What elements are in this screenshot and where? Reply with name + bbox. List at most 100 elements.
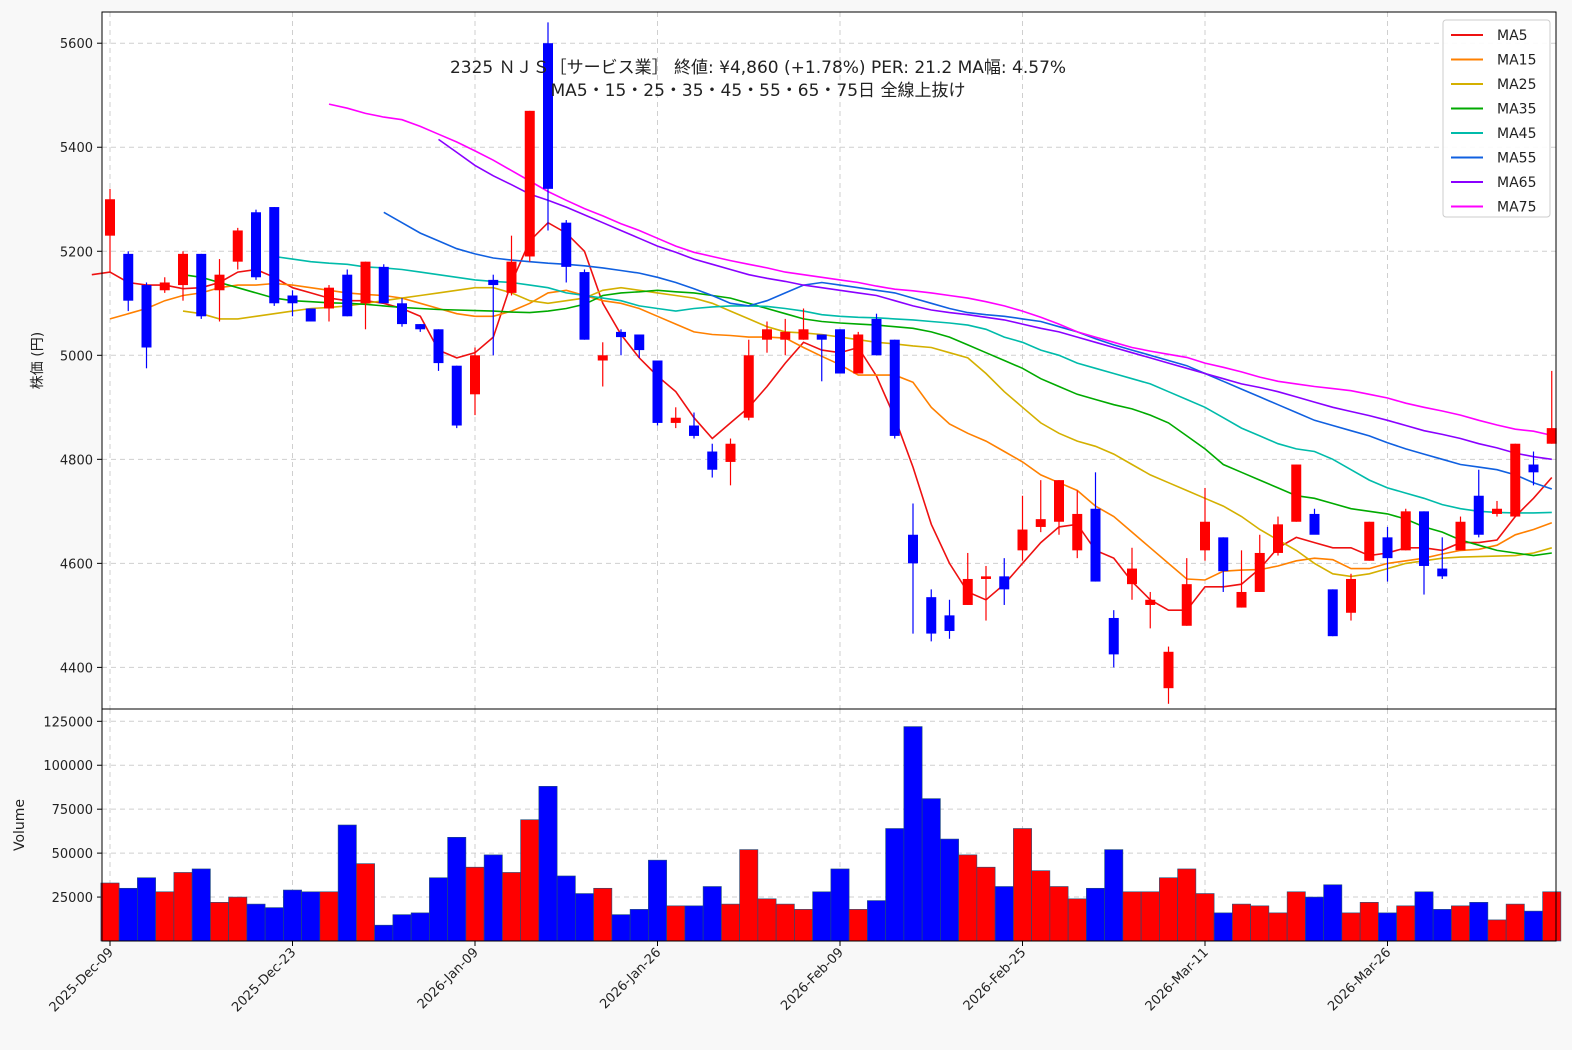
candle-body xyxy=(835,329,845,374)
candle xyxy=(835,329,845,374)
volume-tick-label: 75000 xyxy=(52,803,93,818)
candle-body xyxy=(543,43,553,189)
volume-bar xyxy=(1232,903,1251,942)
volume-bar xyxy=(210,902,229,942)
candle xyxy=(1437,537,1448,579)
volume-bar xyxy=(319,891,339,942)
candle-body xyxy=(798,329,809,340)
volume-bar xyxy=(575,893,594,942)
candle-body xyxy=(1127,568,1137,585)
volume-bar xyxy=(1323,884,1343,942)
ma-line-ma55 xyxy=(383,211,1553,490)
volume-bar xyxy=(118,887,138,942)
candle-body xyxy=(1035,519,1046,527)
candle-body xyxy=(707,451,718,470)
price-tick-label: 5600 xyxy=(60,37,93,52)
legend-label-ma25: MA25 xyxy=(1497,77,1536,93)
candle-body xyxy=(1546,428,1557,444)
candle xyxy=(1072,490,1083,559)
candle xyxy=(305,308,316,322)
candle-body xyxy=(743,355,754,418)
volume-bar xyxy=(794,909,813,942)
candle-body xyxy=(1309,513,1320,535)
volume-bar xyxy=(1031,870,1051,942)
candle-body xyxy=(524,110,535,257)
candle-body xyxy=(999,576,1010,590)
candle xyxy=(1346,573,1356,621)
candle xyxy=(926,589,937,642)
volume-bar xyxy=(1378,912,1397,942)
candle-body xyxy=(1218,537,1229,572)
volume-bar xyxy=(1524,910,1543,942)
candle-body xyxy=(1072,513,1083,551)
volume-bar xyxy=(1414,891,1434,942)
candle-body xyxy=(1327,589,1338,637)
candle-body xyxy=(196,253,207,317)
candle-body xyxy=(1455,521,1466,551)
candle-body xyxy=(816,334,827,340)
candle xyxy=(178,251,188,301)
candle-body xyxy=(214,274,225,291)
candle xyxy=(251,209,261,280)
candle-body xyxy=(1254,552,1265,592)
volume-bar xyxy=(1268,912,1288,942)
candle-body xyxy=(360,261,371,304)
volume-bar xyxy=(1542,891,1562,942)
candle xyxy=(798,308,809,340)
candle-body xyxy=(1200,521,1210,551)
candle xyxy=(1236,550,1247,608)
candle xyxy=(324,285,334,322)
candle xyxy=(1455,516,1466,551)
candle xyxy=(1364,521,1375,561)
candle xyxy=(1035,480,1046,533)
candlesticks xyxy=(105,22,1557,704)
candle-body xyxy=(1473,495,1484,535)
volume-bar xyxy=(976,866,996,942)
candle xyxy=(853,331,864,374)
legend-label-ma35: MA35 xyxy=(1497,102,1536,118)
volume-bar xyxy=(739,849,759,942)
candle xyxy=(1163,646,1174,704)
volume-bar xyxy=(1305,896,1324,942)
candle-body xyxy=(1108,617,1119,655)
candle xyxy=(981,565,991,621)
volume-bar xyxy=(1122,891,1142,942)
volume-bar xyxy=(264,907,284,942)
candle-body xyxy=(378,266,389,304)
candle xyxy=(889,339,900,439)
candle xyxy=(269,207,280,306)
volume-bar xyxy=(1487,919,1507,942)
candle xyxy=(360,261,371,330)
candle-body xyxy=(506,261,517,293)
candle-body xyxy=(561,222,572,267)
candle-body xyxy=(105,199,115,236)
candle-body xyxy=(470,355,480,395)
candle xyxy=(1492,500,1502,517)
volume-bar xyxy=(848,909,868,942)
candle-body xyxy=(251,212,261,278)
candle-body xyxy=(1145,599,1156,605)
legend-box xyxy=(1442,19,1551,218)
candle xyxy=(543,22,553,231)
volume-bar xyxy=(283,889,302,942)
candle-body xyxy=(324,287,334,309)
candle xyxy=(670,407,681,429)
candle-body xyxy=(342,274,353,317)
candle xyxy=(1546,370,1557,444)
volume-tick-label: 100000 xyxy=(43,759,93,774)
candle-body xyxy=(305,308,316,322)
volume-bar xyxy=(356,863,375,942)
candle xyxy=(1108,610,1119,668)
volume-bar xyxy=(867,900,886,942)
candle xyxy=(196,253,207,319)
volume-bar xyxy=(502,872,521,942)
ma-line-ma65 xyxy=(438,138,1552,461)
volume-bar xyxy=(921,798,941,942)
candle xyxy=(506,235,517,296)
candle-body xyxy=(579,272,590,340)
volume-bar xyxy=(228,896,248,942)
volume-bar xyxy=(447,837,467,942)
legend: MA5 MA15 MA25 MA35 MA45 MA55 MA65 MA75 xyxy=(1442,19,1551,218)
candle-body xyxy=(269,207,280,304)
